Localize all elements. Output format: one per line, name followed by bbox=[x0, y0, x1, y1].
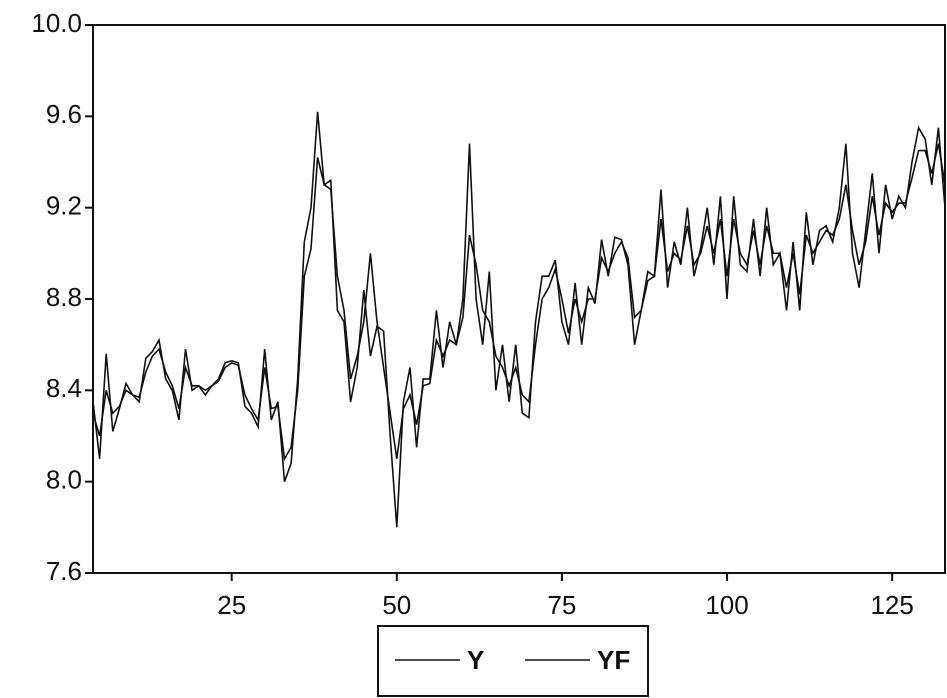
y-tick-label: 8.8 bbox=[46, 282, 82, 312]
plot-frame bbox=[93, 25, 945, 573]
x-tick-label: 25 bbox=[217, 590, 246, 620]
y-tick-label: 8.0 bbox=[46, 465, 82, 495]
series-line bbox=[93, 144, 945, 459]
x-tick-label: 125 bbox=[870, 590, 913, 620]
y-tick-label: 8.4 bbox=[46, 373, 82, 403]
x-tick-label: 50 bbox=[382, 590, 411, 620]
y-tick-label: 10.0 bbox=[31, 8, 82, 38]
y-tick-label: 9.6 bbox=[46, 99, 82, 129]
series-line bbox=[93, 112, 945, 528]
legend-label: Y bbox=[467, 645, 484, 675]
x-tick-label: 100 bbox=[705, 590, 748, 620]
x-tick-label: 75 bbox=[547, 590, 576, 620]
chart: 7.6 8.0 8.4 8.8 9.2 9.6 10.0 25 50 75 100 125 Y YF bbox=[0, 0, 947, 698]
y-tick-label: 9.2 bbox=[46, 191, 82, 221]
legend-label: YF bbox=[597, 645, 630, 675]
y-tick-label: 7.6 bbox=[46, 556, 82, 586]
